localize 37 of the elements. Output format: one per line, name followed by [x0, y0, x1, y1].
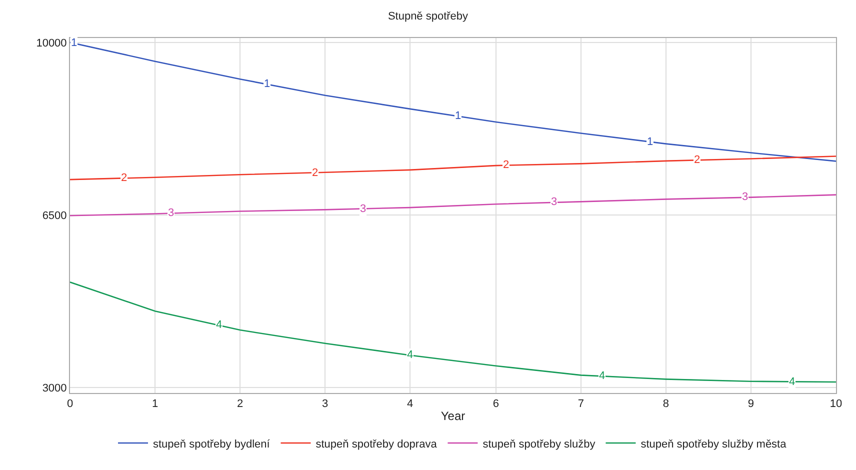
annotation: 2	[312, 167, 318, 179]
annotation: 4	[789, 376, 796, 388]
x-tick-label: 2	[236, 398, 244, 410]
chart-title: Stupně spotřeby	[388, 10, 469, 22]
y-tick-label: 3000	[42, 382, 67, 394]
annotation: 3	[360, 203, 366, 215]
y-tick-label: 10000	[36, 37, 67, 50]
annotation: 3	[742, 191, 748, 203]
annotation: 3	[168, 207, 174, 219]
annotation: 3	[551, 196, 558, 208]
legend-label: stupeň spotřeby služby města	[640, 438, 788, 450]
x-axis-title: Year	[440, 409, 466, 424]
annotation: 1	[71, 37, 78, 49]
legend-label: stupeň spotřeby služby	[482, 438, 596, 450]
annotation: 4	[599, 370, 606, 382]
line-series	[70, 194, 836, 216]
x-tick-label: 3	[322, 398, 328, 410]
y-tick-label: 6500	[42, 210, 67, 222]
legend-label: stupeň spotřeby bydlení	[153, 438, 271, 450]
annotation: 2	[121, 172, 128, 184]
annotation: 4	[216, 319, 222, 331]
annotation: 2	[503, 159, 510, 171]
x-tick-label: 7	[578, 398, 584, 410]
annotation: 2	[694, 154, 700, 166]
x-tick-label: 4	[407, 398, 414, 410]
line-series	[70, 156, 836, 180]
annotation: 1	[264, 78, 270, 90]
annotation: 1	[647, 136, 654, 148]
annotation: 1	[455, 110, 462, 122]
x-tick-label: 0	[66, 398, 74, 410]
line-series	[70, 282, 836, 383]
x-tick-label: 9	[748, 398, 754, 410]
x-tick-label: 1	[152, 398, 158, 410]
x-tick-label: 6	[492, 398, 499, 410]
legend-label: stupeň spotřeby doprava	[316, 438, 438, 450]
x-tick-label: 8	[662, 398, 670, 410]
x-tick-label: 10	[830, 398, 842, 410]
